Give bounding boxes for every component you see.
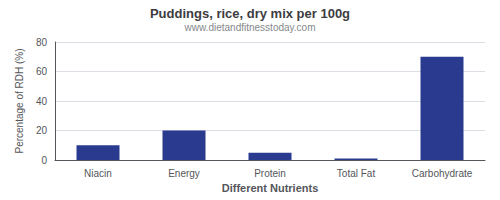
svg-text:www.dietandfitnesstoday.com: www.dietandfitnesstoday.com: [184, 22, 316, 33]
svg-text:Carbohydrate: Carbohydrate: [412, 168, 473, 179]
svg-text:0: 0: [41, 155, 47, 166]
svg-text:Total Fat: Total Fat: [337, 168, 376, 179]
svg-text:Percentage of RDH (%): Percentage of RDH (%): [14, 48, 25, 153]
svg-text:40: 40: [36, 96, 48, 107]
svg-text:20: 20: [36, 125, 48, 136]
svg-text:Niacin: Niacin: [84, 168, 112, 179]
svg-text:Protein: Protein: [254, 168, 286, 179]
svg-text:Different Nutrients: Different Nutrients: [222, 182, 319, 194]
svg-text:80: 80: [36, 37, 48, 48]
svg-text:Energy: Energy: [168, 168, 200, 179]
svg-text:60: 60: [36, 66, 48, 77]
svg-text:Puddings, rice, dry mix per 10: Puddings, rice, dry mix per 100g: [150, 6, 350, 21]
